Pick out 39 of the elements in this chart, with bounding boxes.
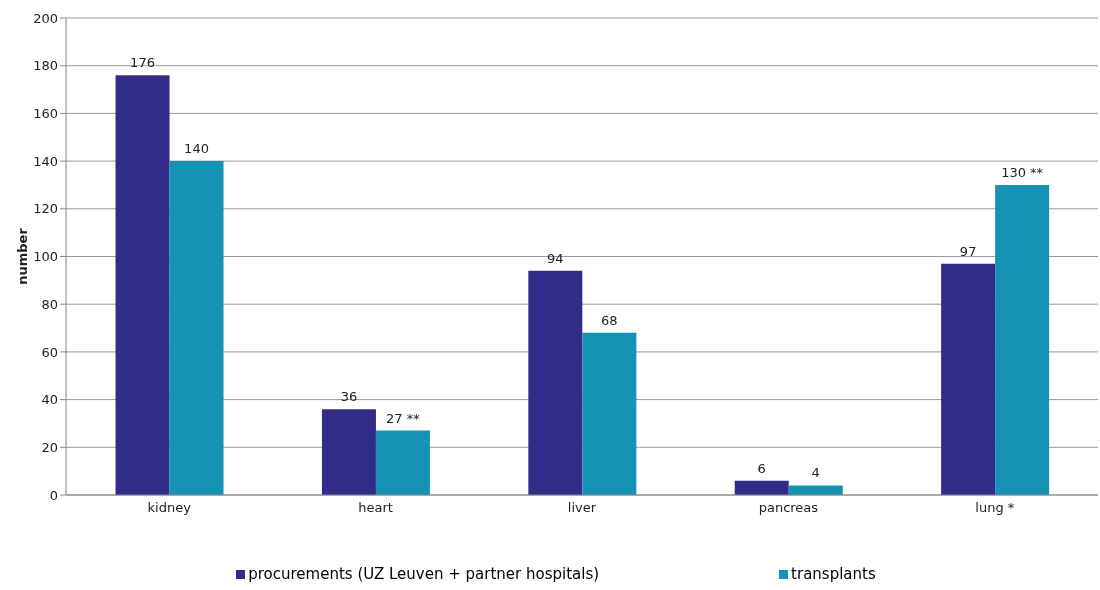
x-tick-label: kidney [147, 500, 192, 516]
y-tick-label: 160 [33, 106, 58, 122]
data-label: 130 ** [1001, 164, 1044, 180]
data-label: 68 [601, 312, 618, 328]
y-tick-label: 20 [41, 439, 58, 455]
data-label: 27 ** [386, 410, 421, 426]
data-label: 6 [757, 460, 766, 476]
data-label: 176 [130, 55, 155, 71]
x-tick-label: heart [358, 500, 393, 516]
bar [788, 485, 843, 495]
y-tick-label: 0 [49, 487, 58, 503]
bar [528, 270, 583, 495]
y-axis-title: number [14, 227, 30, 285]
bar [995, 184, 1050, 495]
y-tick-label: 140 [33, 153, 58, 169]
x-tick-label: pancreas [758, 500, 819, 516]
data-label: 140 [184, 141, 209, 157]
x-tick-label: lung * [975, 500, 1015, 516]
data-label: 94 [547, 250, 564, 266]
y-tick-label: 200 [33, 10, 58, 26]
legend-label: procurements (UZ Leuven + partner hospitals) [247, 565, 600, 583]
bar [115, 75, 170, 495]
y-tick-label: 60 [41, 344, 58, 360]
legend-label: transplants [790, 565, 876, 583]
data-label: 97 [959, 243, 977, 259]
data-label: 4 [811, 465, 820, 481]
y-tick-label: 120 [33, 201, 58, 217]
bar [734, 480, 789, 495]
bar [169, 161, 224, 495]
y-tick-label: 80 [41, 296, 58, 312]
bar [941, 263, 996, 495]
y-tick-label: 100 [33, 249, 58, 265]
bar [321, 409, 376, 495]
data-label: 36 [340, 389, 358, 405]
bar [582, 332, 637, 495]
y-tick-label: 40 [41, 392, 58, 408]
x-tick-label: liver [567, 500, 597, 516]
bar [375, 430, 430, 495]
y-tick-label: 180 [33, 58, 58, 74]
